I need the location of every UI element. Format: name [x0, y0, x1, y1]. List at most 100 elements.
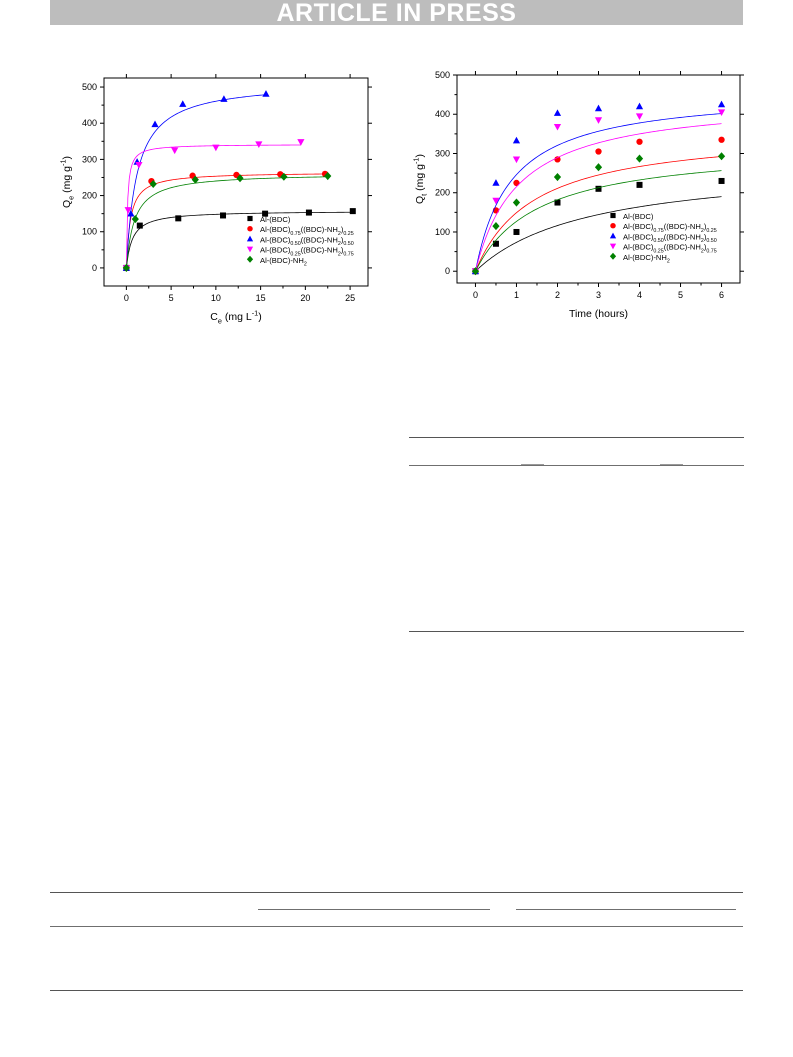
data-point — [149, 179, 157, 189]
data-point — [554, 156, 561, 163]
series-group — [471, 100, 726, 275]
y-tick-label: 200 — [82, 191, 97, 201]
data-point — [492, 179, 500, 186]
y-tick-label: 200 — [435, 188, 450, 198]
legend-label: Al-(BDC)0.25((BDC)-NH2)0.75 — [623, 243, 717, 255]
data-point — [635, 113, 644, 120]
data-point — [151, 120, 159, 128]
legend-label: Al-(BDC)-NH2 — [260, 256, 307, 268]
legend-label: Al-(BDC) — [623, 212, 654, 221]
data-point — [212, 144, 220, 152]
fit-curve — [125, 173, 326, 268]
legend-marker — [247, 225, 253, 232]
fit-curve — [475, 113, 722, 272]
data-point — [513, 228, 520, 235]
x-tick-label: 25 — [345, 293, 355, 303]
data-point — [594, 163, 603, 172]
data-point — [718, 177, 725, 184]
data-point — [220, 212, 227, 219]
data-point — [513, 179, 520, 187]
plot-frame — [103, 77, 369, 287]
data-point — [124, 207, 132, 214]
data-point — [175, 215, 182, 222]
x-tick-label: 6 — [719, 290, 724, 300]
y-tick-label: 100 — [435, 227, 450, 237]
fit-curve — [125, 211, 353, 268]
y-tick-label: 400 — [435, 109, 450, 119]
x-tick-label: 3 — [596, 290, 601, 300]
data-point — [595, 185, 602, 192]
data-point — [554, 199, 561, 206]
fit-curve — [475, 123, 722, 272]
table2-header-rule — [50, 926, 743, 927]
data-point — [255, 141, 263, 148]
table1-bottom-rule — [409, 631, 744, 633]
fit-curve — [125, 94, 267, 268]
fit-curve — [475, 156, 722, 272]
x-tick-label: 10 — [211, 293, 221, 303]
x-tick-label: 5 — [169, 293, 174, 303]
x-tick-label: 4 — [637, 290, 642, 300]
y-axis-label: Qt (mg g-1) — [411, 154, 428, 204]
legend-marker — [609, 252, 617, 260]
data-point — [553, 109, 562, 116]
y-tick-label: 100 — [82, 227, 97, 237]
series-group — [471, 109, 726, 275]
legend-label: Al-(BDC)0.75((BDC)-NH2)0.25 — [260, 225, 354, 237]
data-point — [512, 156, 521, 164]
y-tick-label: 300 — [82, 154, 97, 164]
article-in-press-banner: ARTICLE IN PRESS — [50, 0, 743, 26]
data-point — [512, 198, 521, 207]
data-point — [512, 136, 521, 144]
kinetics-chart: 0 1 2 3 4 5 6 0 100 200 300 400 500 Time (hours) Qt (m… — [411, 70, 744, 320]
data-point — [136, 222, 143, 229]
x-tick-label: 15 — [256, 293, 266, 303]
data-point — [492, 197, 500, 205]
data-point — [305, 209, 312, 216]
data-point — [280, 172, 288, 181]
y-tick-label: 400 — [82, 118, 97, 128]
y-axis-label: Qe (mg g-1) — [58, 156, 75, 208]
data-point — [262, 210, 269, 217]
legend-marker — [247, 215, 253, 222]
fit-curve — [125, 176, 328, 268]
y-tick-label: 500 — [435, 70, 450, 80]
legend-marker — [610, 222, 616, 229]
legend-label: Al-(BDC)0.50((BDC)-NH2)0.50 — [260, 235, 354, 247]
data-point — [127, 209, 135, 217]
legend-label: Al-(BDC)0.25((BDC)-NH2)0.75 — [260, 246, 354, 258]
legend: Al-(BDC)Al-(BDC)0.75((BDC)-NH2)0.25Al-(B… — [246, 215, 354, 268]
legend-marker — [609, 243, 617, 250]
x-tick-label: 1 — [514, 290, 519, 300]
data-point — [171, 147, 179, 155]
data-point — [636, 138, 643, 145]
data-point — [131, 215, 139, 224]
table1-header-rule — [409, 465, 744, 466]
legend-label: Al-(BDC) — [260, 215, 291, 224]
y-tick-label: 0 — [445, 266, 450, 276]
data-point — [595, 148, 602, 155]
data-point — [220, 95, 228, 102]
fit-curve — [475, 196, 722, 272]
x-tick-label: 0 — [473, 290, 478, 300]
data-point — [297, 139, 305, 146]
data-point — [717, 109, 726, 117]
y-tick-label: 500 — [82, 82, 97, 92]
legend-marker — [246, 235, 254, 242]
x-axis-label: Time (hours) — [569, 308, 628, 320]
data-point — [122, 263, 130, 272]
legend-marker — [246, 246, 254, 253]
table2-group-rule-1 — [258, 909, 490, 910]
legend-label: Al-(BDC)0.75((BDC)-NH2)0.25 — [623, 222, 717, 234]
legend-marker — [246, 255, 254, 263]
series-group — [122, 139, 305, 272]
data-point — [179, 100, 187, 107]
data-point — [492, 222, 500, 231]
data-point — [718, 136, 725, 143]
data-point — [324, 171, 332, 181]
data-point — [553, 172, 562, 182]
data-point — [635, 154, 644, 163]
legend-marker — [609, 232, 617, 239]
table1-top-rule — [409, 437, 744, 439]
data-point — [349, 208, 356, 215]
